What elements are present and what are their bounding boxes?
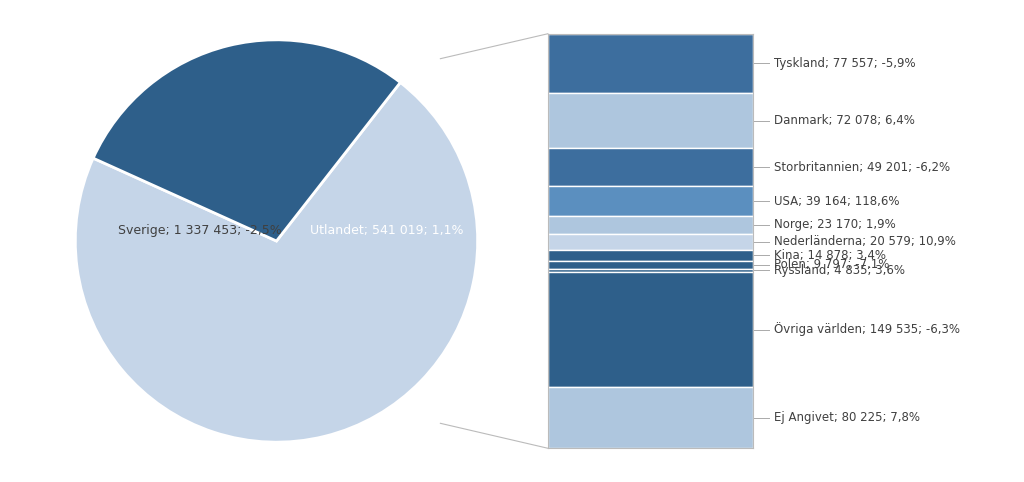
Bar [548,234,753,250]
Text: USA; 39 164; 118,6%: USA; 39 164; 118,6% [774,195,899,208]
Text: Kina; 14 878; 3,4%: Kina; 14 878; 3,4% [774,249,886,262]
Text: Ej Angivet; 80 225; 7,8%: Ej Angivet; 80 225; 7,8% [774,411,920,424]
Bar [548,216,753,234]
Text: Norge; 23 170; 1,9%: Norge; 23 170; 1,9% [774,218,896,231]
Text: Storbritannien; 49 201; -6,2%: Storbritannien; 49 201; -6,2% [774,161,950,174]
Bar [548,261,753,268]
Text: Tyskland; 77 557; -5,9%: Tyskland; 77 557; -5,9% [774,57,915,70]
Text: Övriga världen; 149 535; -6,3%: Övriga världen; 149 535; -6,3% [774,322,959,336]
Bar [548,268,753,272]
Bar [548,148,753,186]
Bar [548,387,753,448]
Text: Ryssland; 4 835; 3,6%: Ryssland; 4 835; 3,6% [774,264,905,277]
Text: Sverige; 1 337 453; -2,5%: Sverige; 1 337 453; -2,5% [118,225,282,238]
Wedge shape [93,40,400,241]
Bar [548,250,753,261]
Bar [548,186,753,216]
Text: Polen; 9 797; -7,1%: Polen; 9 797; -7,1% [774,258,889,271]
Bar [548,34,753,93]
Text: Nederländerna; 20 579; 10,9%: Nederländerna; 20 579; 10,9% [774,235,955,248]
Wedge shape [76,82,477,442]
Bar [548,93,753,148]
Text: Utlandet; 541 019; 1,1%: Utlandet; 541 019; 1,1% [310,225,464,238]
Text: Danmark; 72 078; 6,4%: Danmark; 72 078; 6,4% [774,114,914,127]
Bar [548,272,753,387]
